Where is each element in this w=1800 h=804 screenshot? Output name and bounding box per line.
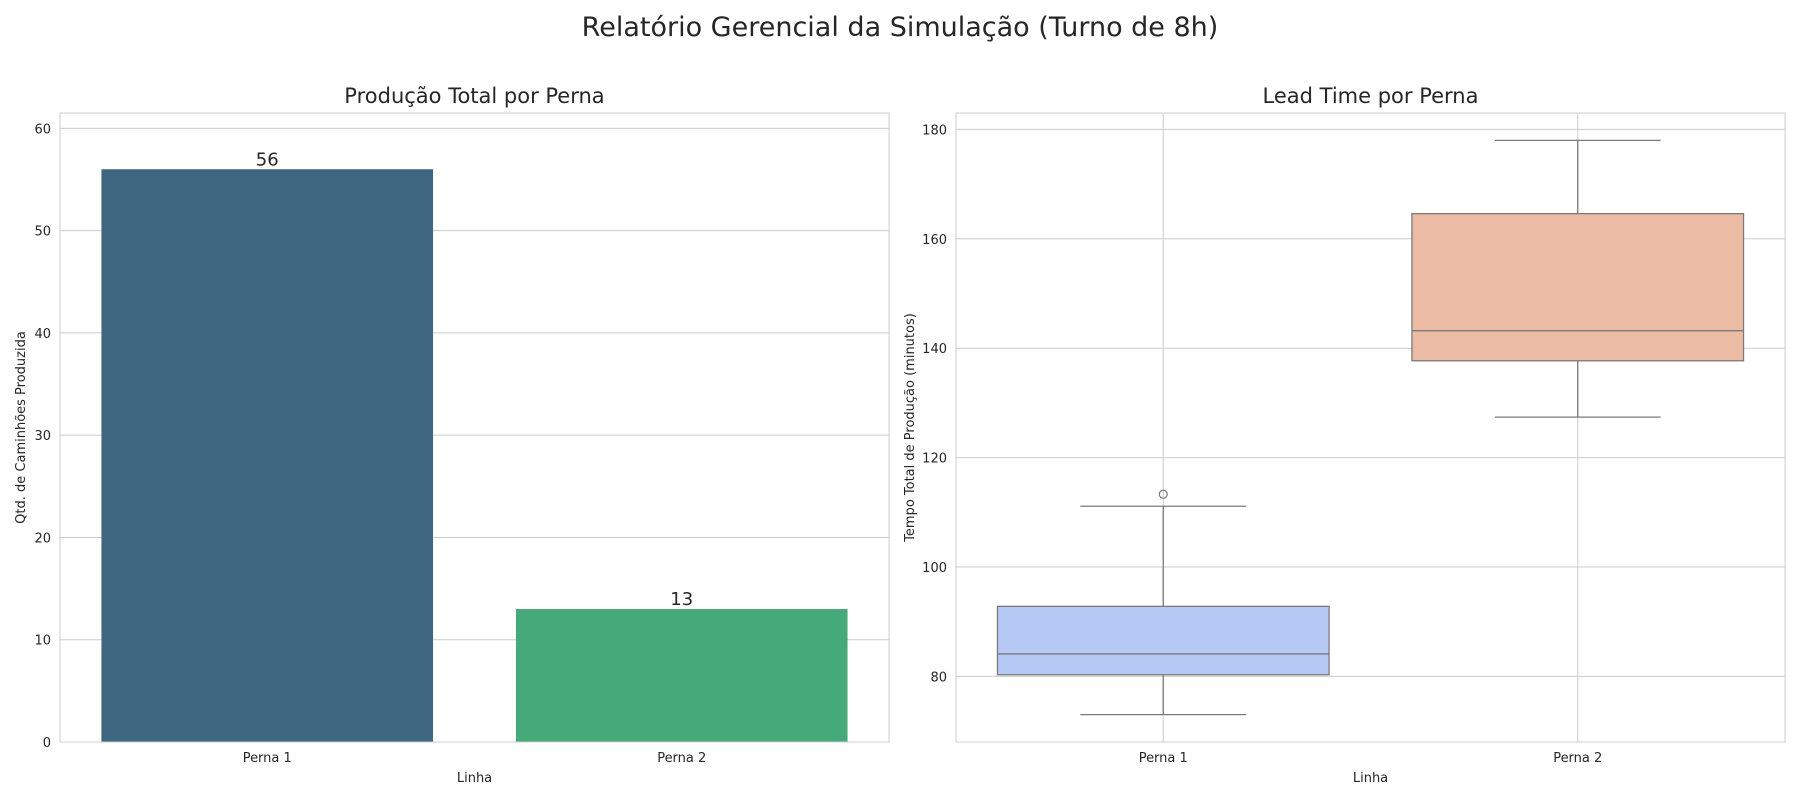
bar-chart-data-label: 56 bbox=[256, 149, 279, 170]
bar-chart-bars bbox=[101, 169, 848, 743]
bar-chart-x-tick-label: Perna 2 bbox=[657, 751, 706, 766]
bar-chart-bar bbox=[101, 169, 434, 743]
bar-chart-y-ticks: 0 10 20 30 40 50 60 bbox=[34, 122, 51, 751]
box-plot-y-tick-label: 80 bbox=[930, 670, 947, 685]
box-plot-y-axis-label: Tempo Total de Produção (minutos) bbox=[903, 313, 918, 543]
bar-chart-data-label: 13 bbox=[670, 589, 693, 610]
box-plot-y-ticks: 80 100 120 140 160 180 bbox=[922, 123, 947, 685]
box-plot-x-ticks: Perna 1 Perna 2 bbox=[1139, 751, 1603, 766]
box-plot-y-tick-label: 100 bbox=[922, 561, 947, 576]
bar-chart-data-labels: 56 13 bbox=[256, 149, 693, 610]
box-plot-y-tick-label: 140 bbox=[922, 342, 947, 357]
bar-chart-x-axis-label: Linha bbox=[457, 771, 492, 786]
box-plot-panel: 80 100 120 140 160 180 Perna 1 Perna 2 Lead Ti… bbox=[903, 84, 1786, 786]
bar-chart-panel: 56 13 0 10 20 30 40 50 60 Perna 1 Perna 2 Produç… bbox=[14, 84, 890, 786]
figure-suptitle: Relatório Gerencial da Simulação (Turno … bbox=[582, 12, 1219, 43]
box-plot-title: Lead Time por Perna bbox=[1263, 84, 1479, 108]
box-plot-y-tick-label: 160 bbox=[922, 233, 947, 248]
bar-chart-y-tick-label: 20 bbox=[34, 531, 51, 546]
box-plot-y-tick-label: 180 bbox=[922, 123, 947, 138]
bar-chart-y-tick-label: 0 bbox=[43, 736, 51, 751]
box-plot-x-tick-label: Perna 2 bbox=[1553, 751, 1602, 766]
bar-chart-frame bbox=[59, 112, 890, 743]
bar-chart-y-tick-label: 60 bbox=[34, 122, 51, 137]
box-plot-box bbox=[1411, 212, 1745, 362]
bar-chart-y-axis-label: Qtd. de Caminhões Produzida bbox=[14, 331, 29, 524]
box-plot-y-tick-label: 120 bbox=[922, 452, 947, 467]
box-plot-x-axis-label: Linha bbox=[1353, 771, 1388, 786]
bar-chart-y-tick-label: 40 bbox=[34, 327, 51, 342]
bar-chart-y-tick-label: 10 bbox=[34, 634, 51, 649]
bar-chart-title: Produção Total por Perna bbox=[344, 84, 604, 108]
bar-chart-bar bbox=[515, 609, 848, 742]
box-plot-frame bbox=[955, 112, 1786, 743]
box-plot-box bbox=[996, 605, 1330, 676]
box-plot-x-tick-label: Perna 1 bbox=[1139, 751, 1188, 766]
box-plot-outlier-point bbox=[1158, 489, 1168, 499]
bar-chart-x-ticks: Perna 1 Perna 2 bbox=[243, 751, 707, 766]
bar-chart-y-tick-label: 30 bbox=[34, 429, 51, 444]
box-plot-boxes bbox=[996, 139, 1745, 716]
bar-chart-x-tick-label: Perna 1 bbox=[243, 751, 292, 766]
bar-chart-y-tick-label: 50 bbox=[34, 225, 51, 240]
